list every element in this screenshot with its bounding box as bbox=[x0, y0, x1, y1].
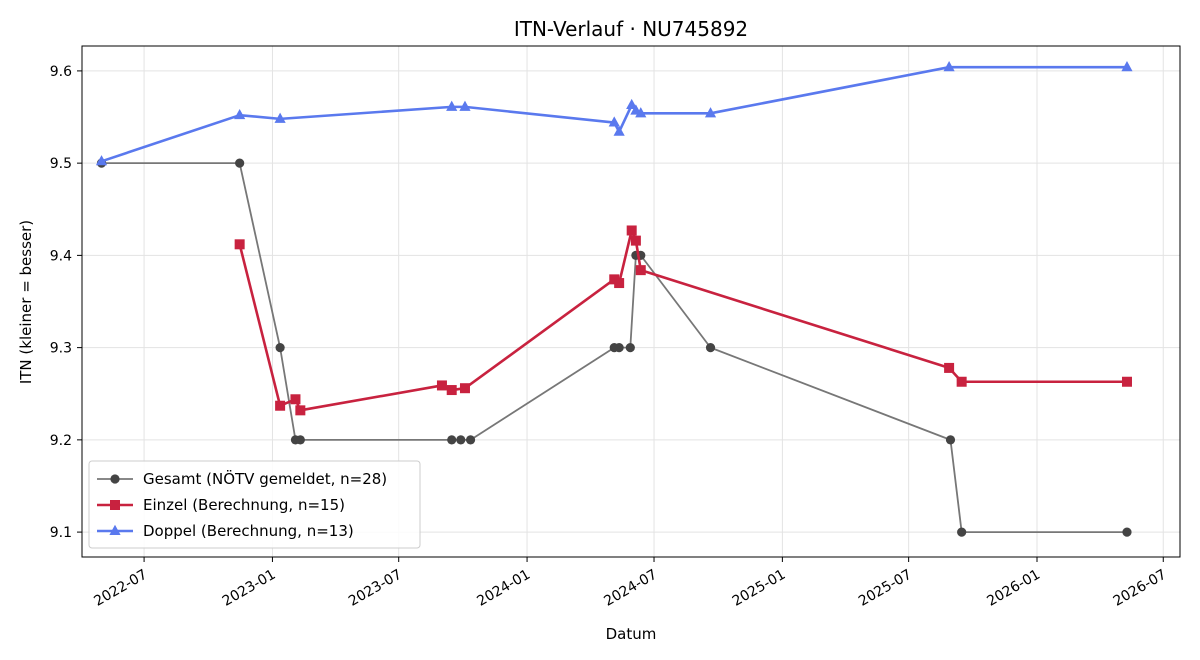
data-point-doppel bbox=[626, 98, 638, 110]
legend-label: Doppel (Berechnung, n=13) bbox=[143, 522, 354, 540]
data-point-doppel bbox=[613, 125, 625, 136]
y-tick-label: 9.1 bbox=[50, 525, 72, 541]
data-point-gesamt bbox=[465, 435, 476, 445]
data-point-gesamt bbox=[1122, 527, 1132, 537]
data-point-doppel bbox=[459, 100, 471, 111]
data-point-gesamt bbox=[705, 343, 716, 353]
data-point-gesamt bbox=[275, 343, 285, 353]
data-point-doppel bbox=[95, 155, 108, 166]
data-point-doppel bbox=[234, 108, 246, 120]
x-axis: 2022-07 2023-01 2023-07 2024-01 2024-07 2025-… bbox=[91, 557, 1169, 610]
series-layer bbox=[95, 61, 1133, 537]
data-point-einzel bbox=[944, 362, 955, 373]
legend: Gesamt (NÖTV gemeldet, n=28) Einzel (Bere… bbox=[88, 460, 421, 549]
legend-marker bbox=[109, 524, 121, 535]
y-tick-label: 9.5 bbox=[50, 156, 72, 172]
legend-item-gesamt: Gesamt (NÖTV gemeldet, n=28) bbox=[97, 469, 387, 488]
series-gesamt bbox=[96, 158, 1132, 537]
data-point-einzel bbox=[234, 239, 245, 250]
x-tick-label: 2023-07 bbox=[346, 567, 405, 610]
series-einzel bbox=[234, 225, 1132, 416]
legend-label: Einzel (Berechnung, n=15) bbox=[143, 496, 345, 514]
data-point-gesamt bbox=[945, 435, 956, 445]
data-point-doppel bbox=[274, 112, 286, 123]
data-point-einzel bbox=[630, 235, 641, 246]
data-point-gesamt bbox=[625, 343, 635, 353]
y-axis: 9.1 9.2 9.3 9.4 9.5 9.6 bbox=[50, 64, 82, 541]
data-point-doppel bbox=[943, 61, 955, 72]
data-point-gesamt bbox=[295, 435, 305, 445]
data-point-gesamt bbox=[235, 158, 245, 168]
y-tick-label: 9.2 bbox=[50, 433, 72, 449]
data-point-doppel bbox=[635, 107, 647, 118]
series-line-einzel bbox=[238, 229, 1127, 412]
x-tick-label: 2025-01 bbox=[730, 567, 789, 610]
x-tick-label: 2023-01 bbox=[220, 567, 279, 610]
y-axis-title: ITN (kleiner = besser) bbox=[17, 220, 35, 384]
legend-item-doppel: Doppel (Berechnung, n=13) bbox=[97, 522, 354, 540]
data-point-einzel bbox=[295, 405, 306, 416]
legend-marker bbox=[110, 474, 120, 484]
data-point-einzel bbox=[635, 265, 646, 276]
data-point-einzel bbox=[446, 385, 457, 396]
data-point-doppel bbox=[1121, 61, 1133, 72]
x-tick-label: 2022-07 bbox=[91, 567, 150, 610]
data-point-doppel bbox=[608, 116, 620, 127]
x-axis-title: Datum bbox=[606, 625, 657, 643]
x-tick-label: 2026-01 bbox=[984, 567, 1043, 610]
data-point-gesamt bbox=[456, 435, 466, 445]
legend-box bbox=[88, 460, 421, 549]
x-tick-label: 2024-07 bbox=[601, 567, 660, 610]
data-point-einzel bbox=[626, 225, 637, 236]
series-doppel bbox=[95, 61, 1133, 166]
data-point-doppel bbox=[704, 107, 717, 118]
data-point-gesamt bbox=[614, 343, 624, 353]
plot-frame bbox=[81, 45, 1181, 558]
legend-item-einzel: Einzel (Berechnung, n=15) bbox=[97, 496, 345, 514]
data-point-gesamt bbox=[957, 527, 967, 537]
series-line-doppel bbox=[101, 65, 1127, 163]
y-tick-label: 9.4 bbox=[50, 248, 72, 264]
data-point-doppel bbox=[446, 100, 458, 111]
legend-label: Gesamt (NÖTV gemeldet, n=28) bbox=[143, 469, 387, 488]
data-point-einzel bbox=[290, 394, 301, 405]
x-tick-label: 2026-07 bbox=[1111, 567, 1170, 610]
data-point-einzel bbox=[275, 400, 286, 411]
data-point-einzel bbox=[459, 383, 470, 394]
x-tick-label: 2024-01 bbox=[474, 567, 533, 610]
data-point-gesamt bbox=[447, 435, 457, 445]
y-tick-label: 9.6 bbox=[50, 64, 72, 80]
chart-title: ITN-Verlauf · NU745892 bbox=[514, 17, 748, 41]
data-point-einzel bbox=[956, 376, 967, 387]
x-tick-label: 2025-07 bbox=[856, 567, 915, 610]
data-point-einzel bbox=[614, 278, 625, 289]
data-point-einzel bbox=[1121, 376, 1132, 387]
legend-marker bbox=[110, 500, 120, 510]
data-point-einzel bbox=[436, 380, 447, 391]
y-tick-label: 9.3 bbox=[50, 341, 72, 357]
